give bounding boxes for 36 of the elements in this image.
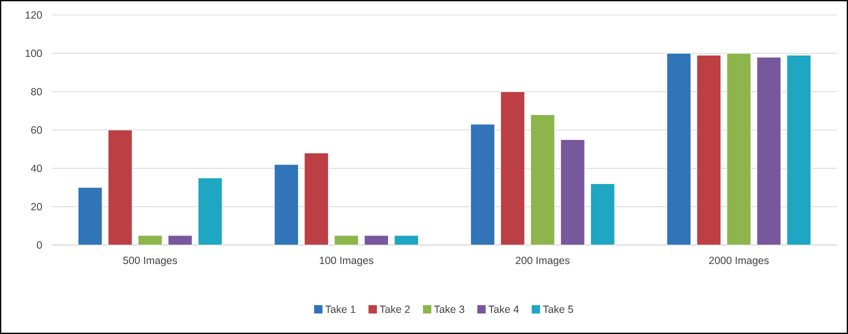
- x-tick-label: 100 Images: [320, 256, 374, 266]
- bar: [78, 187, 102, 246]
- bar: [334, 235, 359, 246]
- legend-label: Take 2: [380, 305, 410, 313]
- bar: [138, 235, 162, 246]
- x-tick-label: 2000 Images: [709, 256, 769, 266]
- legend-label: Take 5: [542, 305, 574, 313]
- x-tick-label: 500 Images: [123, 256, 178, 266]
- y-tick-label: 100: [26, 50, 42, 58]
- legend-label: Take 1: [325, 305, 356, 313]
- bar: [168, 235, 192, 246]
- legend-label: Take 3: [434, 305, 464, 313]
- bar: [108, 130, 132, 246]
- bar: [364, 235, 389, 246]
- y-tick-label: 20: [31, 202, 42, 210]
- x-tick-label: 200 Images: [516, 256, 570, 266]
- bar: [394, 235, 419, 246]
- bar: [198, 178, 222, 246]
- y-tick-label: 60: [31, 126, 42, 134]
- bar: [530, 114, 555, 246]
- bar: [756, 56, 782, 246]
- bar: [304, 152, 329, 246]
- bar: [500, 91, 525, 246]
- bar: [696, 54, 722, 246]
- bar: [666, 53, 692, 246]
- y-tick-label: 120: [26, 11, 42, 19]
- bar: [726, 53, 752, 246]
- y-tick-label: 40: [30, 164, 42, 172]
- legend-label: Take 4: [488, 305, 519, 313]
- bar: [786, 54, 812, 246]
- y-tick-label: 80: [31, 88, 42, 96]
- bar: [560, 139, 585, 246]
- bar: [274, 164, 299, 246]
- y-tick-label: 0: [36, 241, 42, 249]
- bar: [590, 183, 615, 246]
- bar: [470, 124, 495, 246]
